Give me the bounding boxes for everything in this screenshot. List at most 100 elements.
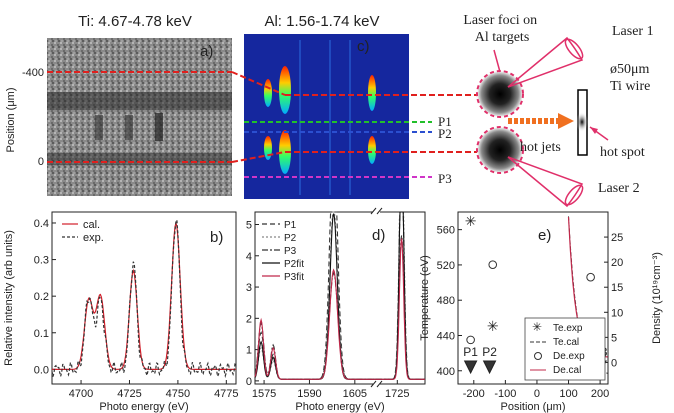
panel-d-legend-label: P1	[284, 220, 297, 231]
al-line-emission	[368, 136, 376, 164]
panel-b-xtick-label: 4750	[166, 388, 190, 400]
wire-label-line: ø50μm	[610, 62, 650, 77]
laser-2-label: Laser 2	[598, 181, 640, 196]
panel-b-ylabel: Relative intensity (arb units)	[3, 230, 15, 366]
axis-break	[370, 207, 383, 388]
panel-a-label: a)	[200, 43, 213, 60]
al-line-emission	[279, 66, 291, 114]
panel-e-ytick-label: 480	[437, 295, 455, 307]
panel-e-label: e)	[538, 227, 551, 244]
panel-b-ticks: 4700 4725 4750 4775 0.0 0.1 0.2 0.3 0.4	[34, 218, 239, 400]
panel-d: 1575 1590 1605 1725 0 1 2 3 4 5 d) P1 P2 P3 P2fit P3f…	[246, 207, 426, 413]
panel-e-y2tick-label: 10	[611, 307, 623, 319]
laser-foci-label-line: Laser foci on	[463, 13, 537, 28]
panel-e-xtick-label: 200	[591, 388, 609, 400]
panel-a: Ti: 4.67-4.78 keV a) -400 0 Position (μm…	[5, 13, 232, 196]
ti-feature	[155, 113, 163, 141]
panel-b-ytick-label: 0.3	[34, 255, 49, 267]
ti-image	[47, 38, 232, 196]
panel-b-series-cal	[52, 222, 236, 370]
wire-label-line: Ti wire	[610, 79, 650, 94]
panel-d-ytick-label: 3	[246, 282, 252, 294]
panel-c: Al: 1.56-1.74 keV c) P1 P2 P3	[244, 13, 452, 199]
panel-d-xtick-label: 1590	[297, 388, 321, 400]
panel-d-legend-label: P2fit	[284, 259, 304, 270]
hot-spot-glow	[576, 112, 588, 132]
panel-e-ylabel: Temperature (eV)	[419, 255, 431, 341]
laser-foci-label: Laser foci on Al targets	[463, 13, 540, 45]
panel-e-legend: ✳ Te.exp Te.cal De.exp De.cal	[524, 317, 606, 381]
panel-e-xtick-label: -200	[463, 388, 485, 400]
legend-te-exp-symbol: ✳	[532, 320, 542, 334]
panel-e-frame	[457, 211, 609, 385]
laser-1-cone	[507, 36, 584, 88]
p2-label: P2	[438, 126, 452, 141]
legend-de-exp-symbol	[534, 352, 542, 360]
al-line-emission	[368, 75, 376, 111]
al-image	[244, 34, 409, 199]
laser-2-aperture	[564, 184, 584, 206]
panel-e-ticks: -200 -100 0 100 200 400 440 480 520 560 0 5 10 15 20 25	[437, 225, 624, 400]
axis-break-mark	[370, 380, 377, 388]
panel-d-frame	[254, 211, 426, 385]
hot-jets-head	[558, 113, 574, 129]
panel-e-xtick-label: 100	[559, 388, 577, 400]
panel-b-ytick-label: 0.4	[34, 218, 49, 230]
panel-d-ytick-label: 4	[246, 251, 252, 263]
panel-e-y2tick-label: 15	[611, 282, 623, 294]
panel-d-xtick-label: 1725	[385, 388, 409, 400]
panel-e-ytick-label: 440	[437, 330, 455, 342]
wire-label: ø50μm Ti wire	[610, 62, 653, 94]
axis-break-mark	[370, 207, 377, 215]
panel-a-title: Ti: 4.67-4.78 keV	[78, 13, 192, 30]
panel-d-legend-label: P3fit	[284, 272, 304, 283]
panel-e-de-exp-point	[586, 272, 595, 282]
axis-break-mark	[376, 380, 383, 388]
panel-e-y2tick-label: 5	[611, 332, 617, 344]
panel-b-label: b)	[210, 229, 223, 246]
schematic: Laser foci on Al targets Laser 1 Laser 2…	[463, 13, 654, 208]
panel-b-lines	[51, 219, 237, 379]
connector-lines	[47, 71, 480, 163]
panel-b-xtick-label: 4775	[214, 388, 238, 400]
ti-feature	[95, 115, 103, 140]
panel-d-ytick-label: 0	[246, 376, 252, 388]
p3-label: P3	[438, 171, 452, 186]
panel-d-ytick-label: 5	[246, 220, 252, 232]
legend-te-cal-label: Te.cal	[553, 337, 579, 348]
panel-a-ylabel: Position (μm)	[5, 87, 17, 152]
panel-b-ytick-label: 0.2	[34, 291, 49, 303]
panel-b-xtick-label: 4700	[69, 388, 93, 400]
hot-spot-pointer-head	[590, 127, 598, 134]
panel-e-y2tick-label: 0	[611, 357, 617, 369]
al-image-shade	[244, 34, 409, 199]
panel-b-xtick-label: 4725	[117, 388, 141, 400]
panel-c-label: c)	[357, 38, 370, 55]
panel-d-ytick-label: 1	[246, 345, 252, 357]
laser-foci-label-line: Al targets	[475, 30, 530, 45]
panel-d-xtick-label: 1575	[252, 388, 276, 400]
panel-e-ytick-label: 560	[437, 225, 455, 237]
legend-te-exp-label: Te.exp	[553, 323, 583, 334]
panel-e-marker-triangle	[482, 360, 497, 375]
panel-d-legend-label: P3	[284, 246, 297, 257]
panel-b-series-exp	[51, 219, 237, 379]
panel-d-xlabel: Photo energy (eV)	[295, 401, 384, 413]
panel-e-marker-label: P2	[482, 345, 497, 359]
panel-d-ticks: 1575 1590 1605 1725 0 1 2 3 4 5	[246, 220, 410, 400]
panel-c-title: Al: 1.56-1.74 keV	[264, 13, 379, 30]
panel-e-de-exp-point	[488, 260, 498, 269]
hot-spot-label: hot spot	[600, 145, 645, 160]
panel-e-de-exp-point	[466, 335, 475, 345]
laser-focus-2	[476, 126, 524, 174]
panel-d-lines	[254, 211, 425, 380]
panel-e-y2tick-label: 20	[611, 257, 623, 269]
axis-break-gap-top	[373, 208, 380, 216]
panel-d-label: d)	[372, 227, 385, 244]
axis-break-gap-bottom	[373, 380, 380, 388]
laser-1-aperture	[564, 38, 584, 60]
panel-a-ytick: -400	[22, 67, 44, 79]
panel-e-marker-triangle	[463, 360, 478, 375]
hot-jets-arrow	[508, 113, 574, 129]
